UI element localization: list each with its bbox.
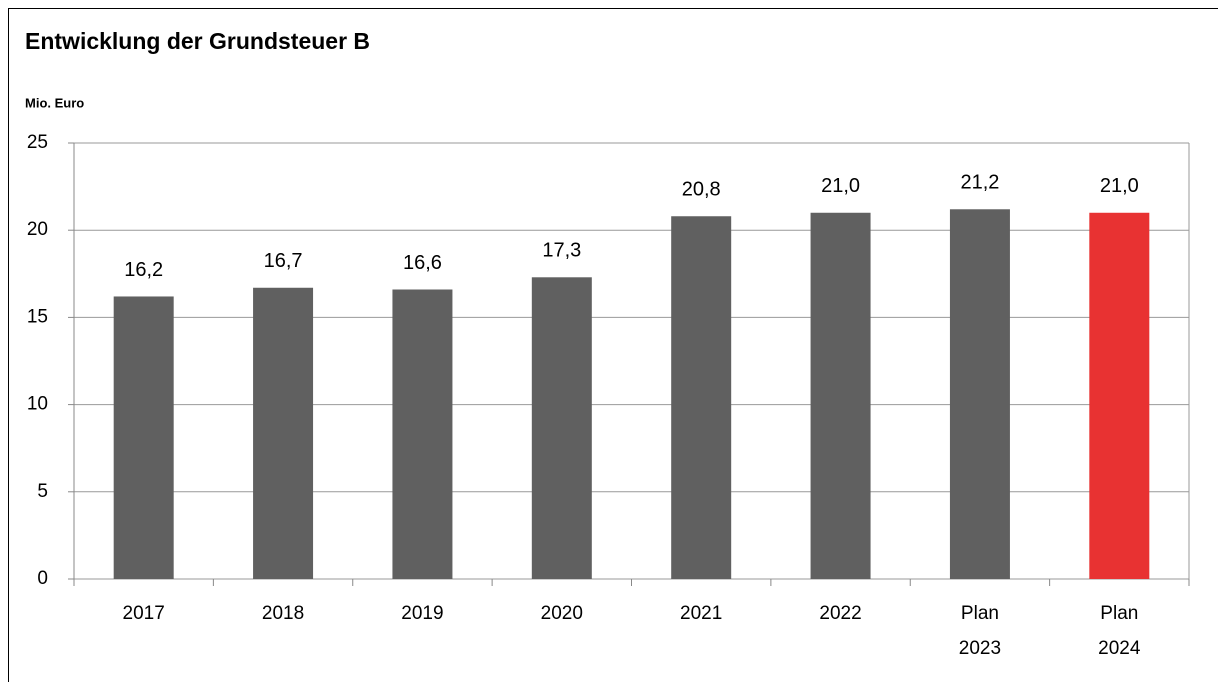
value-label: 16,2 [124,259,163,281]
x-tick-label: 2021 [680,603,723,624]
x-tick-label: Plan 2024 [1098,603,1141,659]
bar [810,212,871,579]
chart-title: Entwicklung der Grundsteuer B [25,28,370,54]
x-tick-label: 2020 [540,603,583,624]
value-label: 16,7 [264,250,303,272]
x-tick-label: 2022 [819,603,862,624]
value-label: 21,2 [960,172,999,194]
bar [392,289,453,579]
value-label: 17,3 [542,240,581,262]
value-label: 21,0 [821,175,860,197]
bar [531,277,592,579]
x-tick-label: 2018 [261,603,305,624]
value-label: 20,8 [682,179,721,201]
value-label: 16,6 [403,252,442,274]
x-tick-label: 2019 [401,603,444,624]
value-label: 21,0 [1100,175,1139,197]
y-axis-label: Mio. Euro [25,95,84,110]
y-tick-label: 0 [37,568,48,589]
frame [8,8,1218,682]
y-tick-label: 10 [27,394,48,415]
x-tick-label: 2017 [122,603,165,624]
bar [113,296,174,579]
y-tick-label: 5 [37,481,48,502]
bar [253,287,314,579]
bar [1089,212,1150,579]
x-tick-label: Plan 2023 [958,603,1002,659]
y-tick-label: 20 [27,219,48,240]
bar [949,209,1010,579]
y-tick-label: 15 [27,306,48,327]
y-tick-label: 25 [27,132,48,153]
bar [671,216,732,580]
